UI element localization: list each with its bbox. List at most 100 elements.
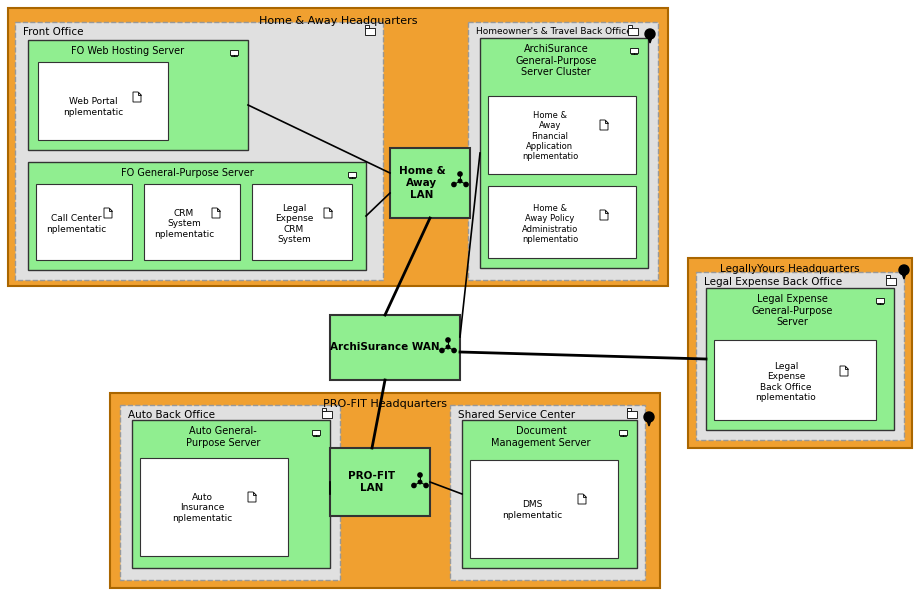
Circle shape <box>446 338 449 342</box>
Text: CRM
System
nplementatic: CRM System nplementatic <box>153 209 214 239</box>
Bar <box>618 430 627 435</box>
Polygon shape <box>323 208 332 218</box>
Text: Legal Expense
General-Purpose
Server: Legal Expense General-Purpose Server <box>751 294 832 327</box>
Text: Legal Expense Back Office: Legal Expense Back Office <box>703 277 841 287</box>
Bar <box>119 405 340 580</box>
Circle shape <box>451 349 456 353</box>
Polygon shape <box>646 34 652 43</box>
Bar <box>885 278 895 285</box>
Bar <box>885 275 890 278</box>
Text: FO General-Purpose Server: FO General-Purpose Server <box>120 168 253 178</box>
Bar <box>365 28 375 35</box>
Polygon shape <box>844 366 847 369</box>
Text: DMS
nplementatic: DMS nplementatic <box>502 500 562 520</box>
Text: Home &
Away
LAN: Home & Away LAN <box>398 166 445 200</box>
Circle shape <box>418 480 421 484</box>
Bar <box>36 184 131 260</box>
Bar <box>705 288 893 430</box>
Polygon shape <box>248 492 255 502</box>
Text: Document
Management Server: Document Management Server <box>491 426 590 448</box>
Bar <box>628 28 637 35</box>
Polygon shape <box>133 92 141 102</box>
Bar <box>630 47 637 53</box>
Bar <box>480 38 647 268</box>
Text: Home &
Away Policy
Administratio
nplementatio: Home & Away Policy Administratio nplemen… <box>521 204 577 244</box>
Bar <box>230 50 238 55</box>
Bar <box>330 448 429 516</box>
Bar <box>131 420 330 568</box>
Polygon shape <box>211 208 220 218</box>
Bar <box>330 315 460 380</box>
Text: Home & Away Headquarters: Home & Away Headquarters <box>258 16 417 26</box>
Bar <box>140 458 288 556</box>
Circle shape <box>417 473 422 477</box>
Polygon shape <box>583 494 585 497</box>
Polygon shape <box>599 210 607 220</box>
Text: Auto General-
Purpose Server: Auto General- Purpose Server <box>186 426 260 448</box>
Bar <box>365 25 369 28</box>
Bar <box>322 411 332 418</box>
Circle shape <box>458 172 461 176</box>
Polygon shape <box>599 120 607 130</box>
Text: Shared Service Center: Shared Service Center <box>458 410 574 420</box>
Text: Legal
Expense
CRM
System: Legal Expense CRM System <box>275 204 312 244</box>
Bar <box>687 258 911 448</box>
Circle shape <box>439 349 444 353</box>
Text: PRO-FIT Headquarters: PRO-FIT Headquarters <box>323 399 447 409</box>
Text: Home &
Away
Financial
Application
nplementatio: Home & Away Financial Application npleme… <box>521 110 577 161</box>
Bar <box>487 186 635 258</box>
Polygon shape <box>577 494 585 504</box>
Text: FO Web Hosting Server: FO Web Hosting Server <box>72 46 185 56</box>
Polygon shape <box>605 120 607 123</box>
Polygon shape <box>900 270 906 279</box>
Circle shape <box>412 484 415 488</box>
Text: LegallyYours Headquarters: LegallyYours Headquarters <box>720 264 859 274</box>
Bar <box>110 393 659 588</box>
Bar <box>28 162 366 270</box>
Bar <box>449 405 644 580</box>
Bar <box>468 22 657 280</box>
Bar <box>312 430 320 435</box>
Text: PRO-FIT
LAN: PRO-FIT LAN <box>348 471 395 493</box>
Polygon shape <box>108 208 112 211</box>
Polygon shape <box>605 210 607 213</box>
Bar <box>390 148 470 218</box>
Polygon shape <box>138 92 141 95</box>
Text: Legal
Expense
Back Office
nplementatio: Legal Expense Back Office nplementatio <box>754 362 815 402</box>
Polygon shape <box>253 492 255 495</box>
Bar <box>696 272 903 440</box>
Bar <box>628 25 632 28</box>
Bar <box>28 40 248 150</box>
Bar <box>713 340 875 420</box>
Bar <box>38 62 168 140</box>
Bar <box>322 408 326 411</box>
Bar <box>627 408 630 411</box>
Bar <box>627 411 636 418</box>
Circle shape <box>451 182 456 187</box>
Circle shape <box>446 345 449 349</box>
Bar <box>487 96 635 174</box>
Polygon shape <box>329 208 332 211</box>
Polygon shape <box>217 208 220 211</box>
Bar <box>252 184 352 260</box>
Text: Front Office: Front Office <box>23 27 84 37</box>
Circle shape <box>424 484 427 488</box>
Text: Auto
Insurance
nplementatic: Auto Insurance nplementatic <box>172 493 232 523</box>
Bar <box>15 22 382 280</box>
Polygon shape <box>645 417 652 426</box>
Bar <box>470 460 618 558</box>
Bar <box>144 184 240 260</box>
Polygon shape <box>104 208 112 218</box>
Text: Web Portal
nplementatic: Web Portal nplementatic <box>62 97 123 116</box>
Polygon shape <box>839 366 847 376</box>
Circle shape <box>644 29 654 39</box>
Text: Auto Back Office: Auto Back Office <box>128 410 215 420</box>
Circle shape <box>643 412 653 422</box>
Bar <box>8 8 667 286</box>
Bar <box>875 298 883 303</box>
Text: ArchiSurance WAN: ArchiSurance WAN <box>330 342 439 352</box>
Circle shape <box>898 265 908 275</box>
Circle shape <box>458 179 461 183</box>
Text: ArchiSurance
General-Purpose
Server Cluster: ArchiSurance General-Purpose Server Clus… <box>515 44 596 77</box>
Text: Homeowner's & Travel Back Office: Homeowner's & Travel Back Office <box>475 27 631 36</box>
